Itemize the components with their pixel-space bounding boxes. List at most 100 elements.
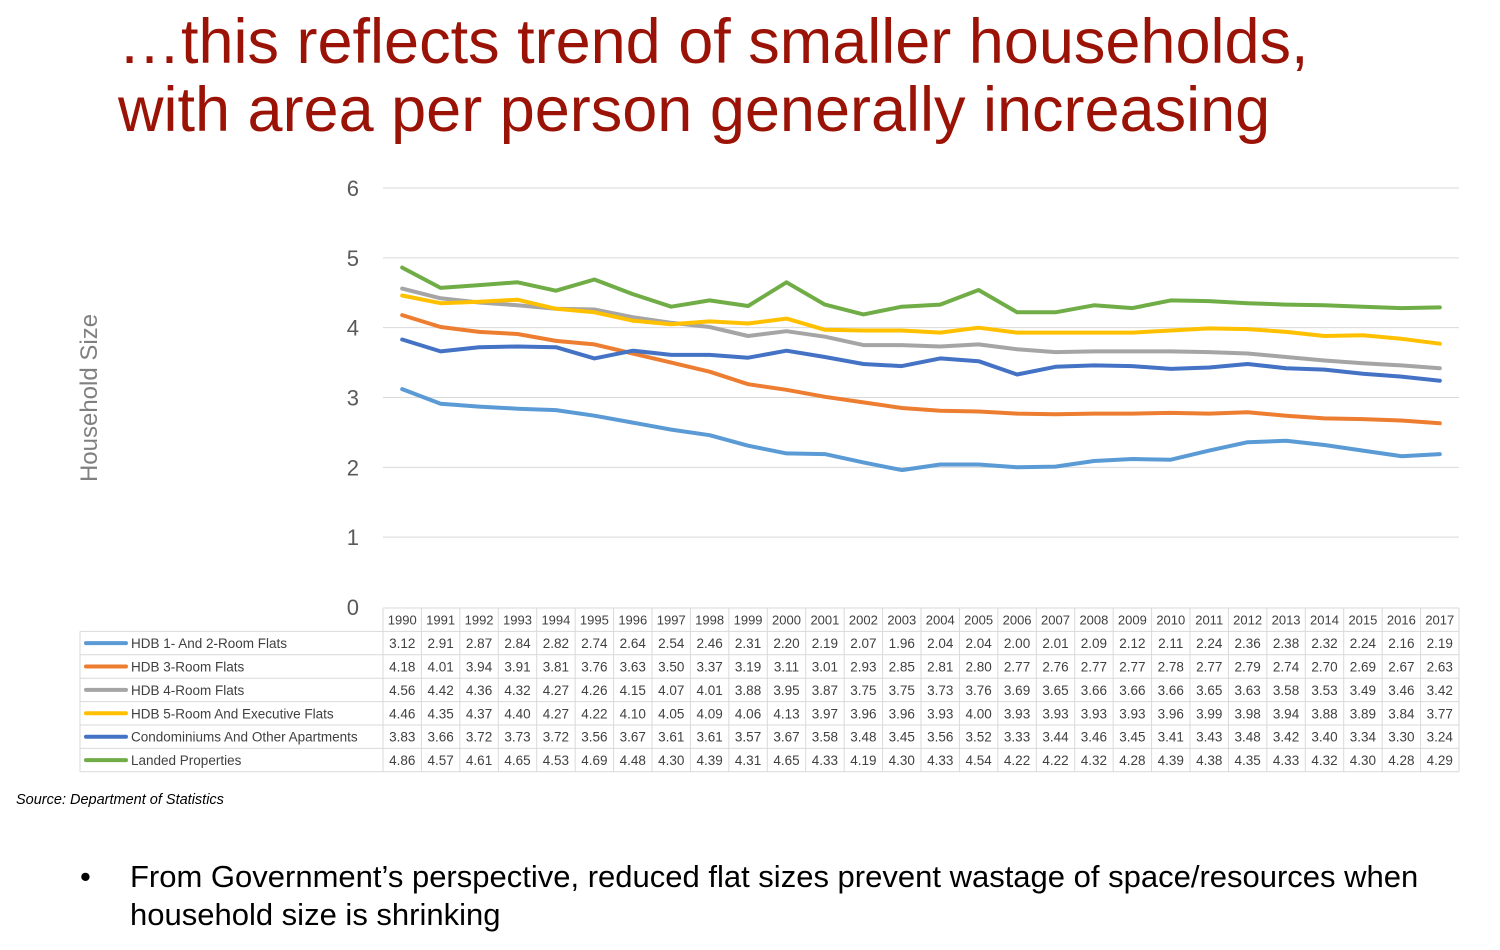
data-label: 4.31 [735,753,761,768]
data-label: 3.75 [889,683,915,698]
data-label: 4.22 [581,706,607,721]
series-line [400,265,1442,317]
series-line [400,337,1442,383]
bullet-text: From Government’s perspective, reduced f… [130,859,1419,932]
source-note: Source: Department of Statistics [16,792,224,808]
data-label: 3.96 [1158,706,1184,721]
data-label: 2.77 [1081,660,1107,675]
data-label: 4.09 [697,706,723,721]
data-label: 2.82 [543,636,569,651]
data-label: 2.00 [1004,636,1030,651]
data-label: 2.01 [1042,636,1068,651]
x-tick-label: 1992 [465,613,494,628]
series-line [400,313,1442,426]
data-label: 2.64 [620,636,647,651]
data-label: 4.53 [543,753,569,768]
data-label: 2.81 [927,660,953,675]
data-label: 2.77 [1004,660,1030,675]
data-label: 3.12 [389,636,415,651]
x-tick-label: 2017 [1425,613,1454,628]
data-label: 3.61 [658,730,684,745]
slide-title-line-1: …this reflects trend of smaller househol… [118,7,1309,77]
data-label: 3.65 [1042,683,1068,698]
legend-label: Condominiums And Other Apartments [131,730,358,745]
data-label: 3.69 [1004,683,1030,698]
x-tick-label: 1997 [657,613,686,628]
data-label: 4.07 [658,683,684,698]
x-tick-label: 2003 [887,613,916,628]
data-label: 3.43 [1196,730,1222,745]
data-label: 4.00 [966,706,992,721]
data-label: 3.45 [889,730,915,745]
x-tick-label: 1998 [695,613,724,628]
data-label: 3.57 [735,730,761,745]
data-label: 4.27 [543,683,569,698]
y-tick-label: 6 [347,176,359,201]
x-tick-label: 1990 [388,613,417,628]
data-label: 3.88 [1311,706,1337,721]
data-label: 3.89 [1350,706,1376,721]
data-label: 4.22 [1042,753,1068,768]
data-label: 2.31 [735,636,761,651]
data-label: 2.20 [773,636,799,651]
data-label: 3.94 [1273,706,1300,721]
y-tick-label: 4 [347,316,359,341]
data-label: 4.01 [428,660,454,675]
data-label: 3.63 [1235,683,1261,698]
x-tick-label: 2009 [1118,613,1147,628]
data-label: 3.49 [1350,683,1376,698]
legend-label: Landed Properties [131,753,242,768]
data-label: 2.32 [1311,636,1337,651]
data-label: 4.33 [812,753,838,768]
data-label: 3.42 [1427,683,1453,698]
data-label: 3.73 [504,730,530,745]
y-tick-label: 0 [347,595,359,620]
data-label: 3.66 [1158,683,1184,698]
data-label: 3.46 [1388,683,1414,698]
data-label: 3.46 [1081,730,1107,745]
data-label: 2.67 [1388,660,1414,675]
data-label: 2.78 [1158,660,1184,675]
data-label: 3.56 [927,730,953,745]
data-label: 3.81 [543,660,569,675]
data-label: 2.79 [1235,660,1261,675]
data-label: 3.83 [389,730,415,745]
data-label: 2.70 [1311,660,1337,675]
data-label: 4.57 [428,753,454,768]
data-label: 4.05 [658,706,684,721]
y-tick-label: 2 [347,455,359,480]
data-label: 2.24 [1350,636,1377,651]
x-tick-label: 2001 [810,613,839,628]
x-tick-label: 2006 [1003,613,1032,628]
data-label: 4.35 [1235,753,1261,768]
x-tick-label: 1996 [618,613,647,628]
data-label: 4.39 [697,753,723,768]
data-label: 4.54 [966,753,993,768]
data-label: 3.76 [581,660,607,675]
data-label: 4.15 [620,683,646,698]
x-tick-label: 2012 [1233,613,1262,628]
data-label: 4.32 [504,683,530,698]
data-label: 4.65 [504,753,530,768]
legend-label: HDB 4-Room Flats [131,683,245,698]
data-label: 4.48 [620,753,646,768]
data-label: 4.01 [697,683,723,698]
y-axis-label: Household Size [76,314,103,482]
x-tick-label: 2008 [1079,613,1108,628]
data-label: 2.91 [428,636,454,651]
data-label: 2.38 [1273,636,1299,651]
data-label: 3.73 [927,683,953,698]
data-label: 3.24 [1427,730,1454,745]
data-label: 3.01 [812,660,838,675]
data-label: 3.76 [966,683,992,698]
data-label: 3.50 [658,660,684,675]
data-label: 3.33 [1004,730,1030,745]
y-tick-label: 3 [347,386,359,411]
data-label: 3.75 [850,683,876,698]
data-label: 2.74 [1273,660,1300,675]
series-line [400,387,1442,473]
data-label: 2.04 [927,636,954,651]
data-label: 3.30 [1388,730,1414,745]
data-label: 3.99 [1196,706,1222,721]
data-label: 3.91 [504,660,530,675]
